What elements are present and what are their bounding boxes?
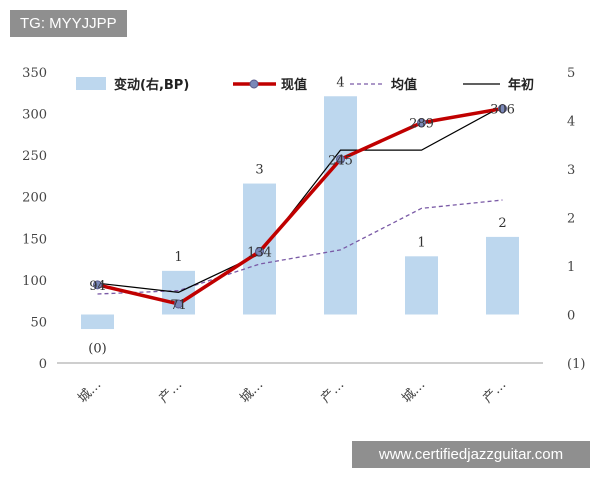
series-marker-current [255, 247, 264, 257]
y-right-tick-label: 5 [567, 66, 575, 81]
series-marker-current [498, 104, 507, 114]
legend-swatch-bar [76, 77, 106, 90]
line-value-label: 289 [409, 117, 434, 132]
x-tick-label: 城… [237, 377, 266, 406]
y-left-tick-label: 50 [30, 315, 47, 330]
x-tick-label: 城… [399, 377, 428, 406]
bar-value-label: 2 [498, 216, 506, 231]
series-marker-current [93, 280, 102, 290]
y-left-tick-label: 0 [39, 357, 47, 372]
legend: 变动(右,BP) 现值 均值 年初 [76, 77, 534, 93]
series-marker-current [336, 154, 345, 164]
bar-value-label: 1 [417, 235, 425, 250]
x-tick-label: 产… [156, 377, 185, 406]
y-right-tick-label: 1 [567, 260, 575, 275]
legend-label-current: 现值 [281, 77, 307, 93]
y-right-tick-label: (1) [567, 357, 585, 372]
legend-marker-current [249, 79, 259, 89]
y-right-tick-label: 4 [567, 115, 575, 130]
series-line-current [97, 106, 503, 306]
bars [81, 96, 519, 330]
y-left-tick-label: 200 [22, 191, 47, 206]
bar-value-label: 4 [336, 75, 344, 90]
y-left-tick-label: 150 [22, 232, 47, 247]
series-marker-current [417, 118, 426, 128]
y-left-tick-label: 300 [22, 108, 47, 123]
series-line-year-start [97, 105, 503, 293]
lines [93, 104, 507, 309]
y-right-tick-label: 0 [567, 309, 575, 324]
line-value-label: 134 [247, 246, 272, 261]
x-tick-label: 产… [480, 377, 509, 406]
legend-label-bar: 变动(右,BP) [114, 77, 189, 93]
line-value-label: 71 [170, 298, 187, 313]
x-tick-label: 产… [318, 377, 347, 406]
series-line-mean [97, 199, 503, 295]
legend-label-mean: 均值 [391, 77, 417, 93]
bar [324, 96, 357, 315]
line-value-label: 306 [490, 103, 515, 118]
line-value-label: 94 [89, 279, 106, 294]
y-left-tick-label: 350 [22, 66, 47, 81]
series-marker-current [174, 299, 183, 309]
bar [486, 236, 519, 315]
line-value-label: 245 [328, 153, 353, 168]
bar [405, 256, 438, 315]
watermark-bottom: www.certifiedjazzguitar.com [352, 441, 590, 468]
legend-label-year-start: 年初 [508, 77, 534, 93]
bar-value-label: 1 [174, 250, 182, 265]
y-right-tick-label: 3 [567, 163, 575, 178]
bar-value-label: (0) [88, 342, 106, 357]
watermark-top: TG: MYYJJPP [10, 10, 127, 37]
y-right-tick-label: 2 [567, 212, 575, 227]
y-left-tick-label: 250 [22, 149, 47, 164]
bar-value-label: 3 [255, 163, 263, 178]
y-left-tick-label: 100 [22, 274, 47, 289]
x-tick-label: 城… [75, 377, 104, 406]
bar [81, 314, 114, 330]
